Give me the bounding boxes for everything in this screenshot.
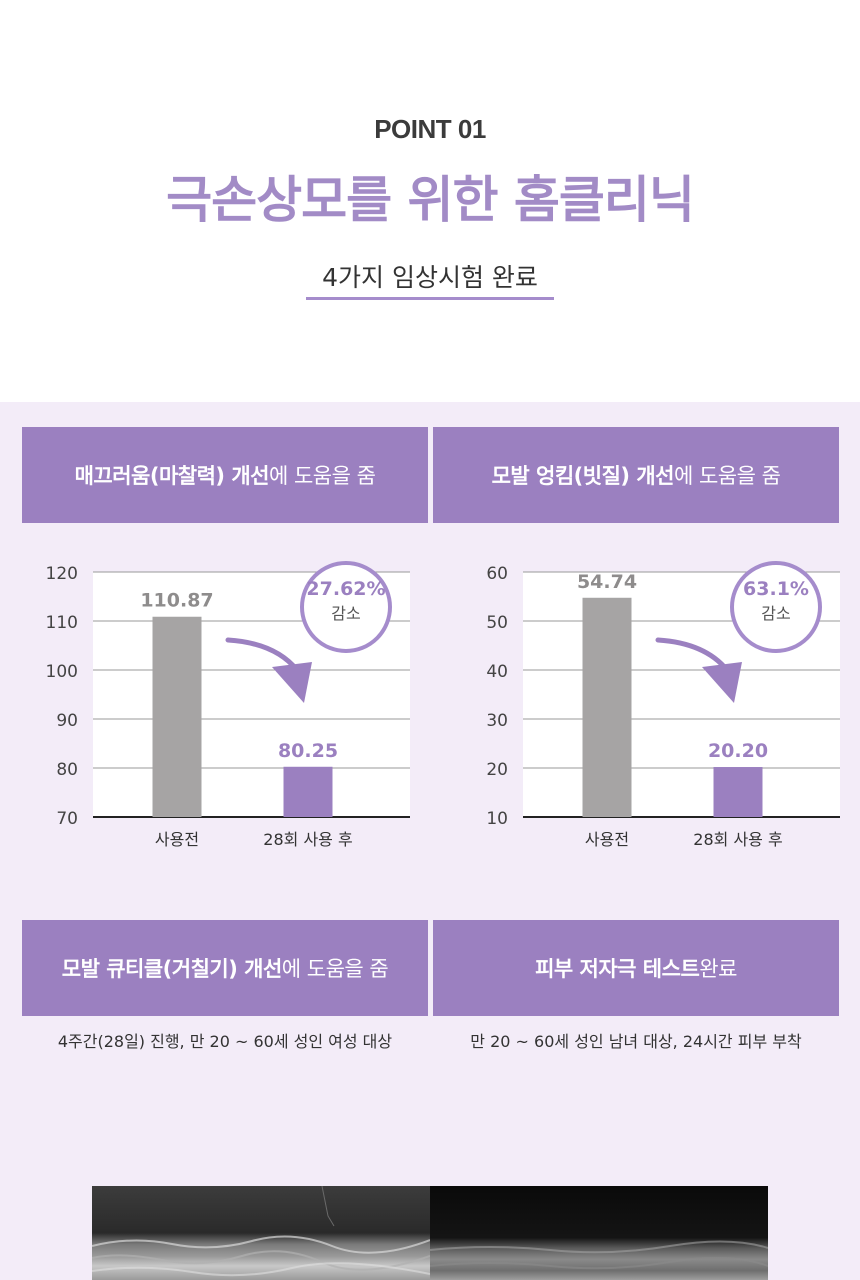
chart-tangling: 10 20 30 40 50 60 54.74 사용전 20.20 28회 사용 후 63.1% 감소 — [430, 545, 860, 865]
reduction-badge — [300, 561, 392, 653]
skin-test-caption: 만 20 ~ 60세 성인 남녀 대상, 24시간 피부 부착 — [470, 1032, 802, 1051]
chart-smoothness-svg: 70 80 90 100 110 120 110.87 사용전 80.25 28회 사용 후 27.… — [46, 561, 410, 849]
reduction-badge — [730, 561, 822, 653]
page-subtitle: 4가지 임상시험 완료 — [322, 263, 538, 292]
banner-cuticle: 모발 큐티클(거칠기) 개선 에 도움을 줌 — [22, 920, 428, 1016]
arrow-head — [702, 662, 742, 703]
page-title: 극손상모를 위한 홈클리닉 — [166, 171, 695, 229]
banner-rest: 완료 — [699, 957, 737, 981]
banner-smoothness: 매끄러움(마찰력) 개선 에 도움을 줌 — [22, 427, 428, 523]
banner-bold: 모발 큐티클(거칠기) 개선 — [61, 957, 283, 981]
hair-before-image — [92, 1186, 430, 1280]
y-tick-label: 50 — [486, 613, 508, 633]
hair-after-image — [430, 1186, 768, 1280]
chart-tangling-svg: 10 20 30 40 50 60 54.74 사용전 20.20 28회 사용 후 63.1% 감소 — [486, 561, 840, 849]
chart-smoothness: 70 80 90 100 110 120 110.87 사용전 80.25 28회 사용 후 27.… — [0, 545, 430, 865]
subtitle-underline — [306, 297, 554, 300]
x-tick-label: 사용전 — [155, 830, 199, 849]
badge-label: 감소 — [761, 604, 790, 623]
y-tick-label: 60 — [486, 564, 508, 584]
data-label: 54.74 — [577, 571, 637, 593]
point-label: POINT 01 — [374, 114, 486, 144]
y-tick-label: 120 — [46, 564, 78, 584]
badge-label: 감소 — [331, 604, 360, 623]
badge-value: 63.1% — [743, 578, 809, 600]
x-tick-label: 사용전 — [585, 830, 629, 849]
data-label: 20.20 — [708, 740, 768, 762]
bar — [582, 597, 632, 817]
banner-bold: 매끄러움(마찰력) 개선 — [74, 464, 270, 488]
banner-bold: 모발 엉킴(빗질) 개선 — [491, 464, 675, 488]
bar — [152, 616, 202, 817]
banner-rest: 에 도움을 줌 — [673, 464, 781, 488]
y-tick-label: 20 — [486, 760, 508, 780]
data-label: 110.87 — [140, 590, 213, 612]
banner-rest: 에 도움을 줌 — [268, 464, 376, 488]
badge-value: 27.62% — [306, 578, 385, 600]
x-tick-label: 28회 사용 후 — [693, 830, 782, 849]
cuticle-caption: 4주간(28일) 진행, 만 20 ~ 60세 성인 여성 대상 — [57, 1032, 393, 1051]
x-tick-label: 28회 사용 후 — [263, 830, 352, 849]
y-tick-label: 40 — [486, 662, 508, 682]
y-tick-label: 70 — [56, 809, 78, 829]
y-tick-label: 110 — [46, 613, 78, 633]
banner-rest: 에 도움을 줌 — [281, 957, 389, 981]
bar — [713, 767, 763, 817]
data-label: 80.25 — [278, 740, 338, 762]
banner-skin-test: 피부 저자극 테스트 완료 — [433, 920, 839, 1016]
decrease-arrow — [225, 637, 312, 703]
banner-tangling: 모발 엉킴(빗질) 개선 에 도움을 줌 — [433, 427, 839, 523]
results-section — [0, 402, 860, 1280]
y-tick-label: 100 — [46, 662, 78, 682]
y-tick-label: 90 — [56, 711, 78, 731]
decrease-arrow — [655, 637, 742, 703]
y-tick-label: 30 — [486, 711, 508, 731]
y-tick-label: 80 — [56, 760, 78, 780]
y-tick-label: 10 — [486, 809, 508, 829]
arrow-head — [272, 662, 312, 703]
bar — [283, 766, 333, 817]
banner-bold: 피부 저자극 테스트 — [535, 957, 700, 981]
